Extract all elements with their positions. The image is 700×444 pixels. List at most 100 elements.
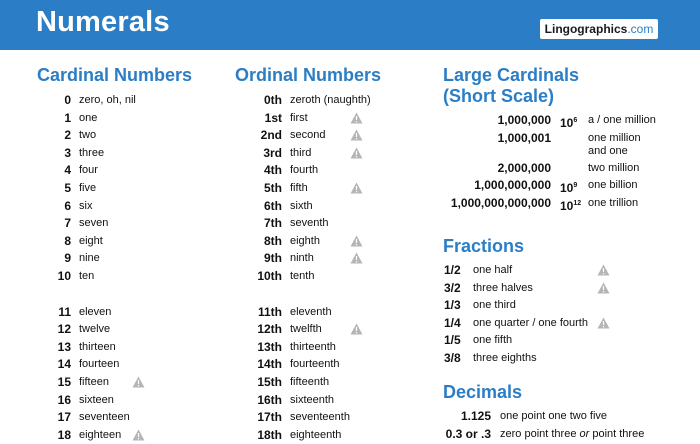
number-word: one (79, 111, 98, 124)
power-base: 10 (560, 181, 574, 195)
fractions-heading: Fractions (443, 236, 525, 256)
decimal-value: 1.125 (460, 409, 491, 423)
warning-icon (350, 252, 363, 264)
number-value: 6 (64, 198, 71, 213)
number-value: 15 (57, 375, 71, 389)
list-item: 7th seventh (240, 215, 370, 232)
decimals-heading: Decimals (443, 382, 523, 402)
list-item: 3/8 three eighths (440, 350, 700, 367)
list-item: 16 sixteen (40, 392, 160, 409)
number-word: twelfth (290, 323, 322, 336)
number-word: one trillion (588, 197, 639, 209)
list-item: 5 five (40, 180, 160, 197)
list-item: 14 fourteen (40, 356, 160, 373)
warning-icon (350, 129, 363, 141)
number-word: eighth (290, 234, 320, 247)
power-of-ten: 1012 (560, 195, 581, 215)
list-item: 1,000,000,000,000 1012 one trillion (440, 195, 700, 215)
number-word: first (290, 111, 308, 124)
large-cardinals-heading: Large Cardinals (443, 65, 580, 85)
number-value: 5 (64, 181, 71, 195)
list-item: 18 eighteen (40, 427, 160, 444)
ordinal-heading: Ordinal Numbers (235, 65, 382, 85)
number-word: fourteen (79, 358, 120, 371)
list-item: 1/4 one quarter / one fourth (440, 315, 700, 332)
number-value: 17th (257, 410, 282, 425)
number-word: seventeen (79, 411, 130, 424)
decimal-word: zero point three or point three (500, 426, 644, 443)
number-word: two million (588, 162, 640, 174)
number-word: a / one million (588, 114, 656, 126)
list-item: 9th ninth (240, 250, 370, 267)
number-word: zero, oh, nil (79, 94, 136, 106)
list-item: 4th fourth (240, 162, 370, 179)
list-item: 11 eleven (40, 304, 160, 321)
cardinal-heading: Cardinal Numbers (37, 65, 193, 85)
list-item: 1,000,000,000 109 one billion (440, 177, 700, 197)
list-item: 8 eight (40, 233, 160, 250)
number-word: six (79, 199, 93, 212)
fraction-value: 1/3 (444, 298, 461, 313)
list-item: 9 nine (40, 250, 160, 267)
number-word: fifteen (79, 376, 109, 388)
number-word: seventh (290, 217, 329, 230)
number-word: seventeenth (290, 411, 350, 424)
list-item: 1/3 one third (440, 297, 700, 314)
list-item: 8th eighth (240, 233, 370, 250)
number-word-continued: and one (588, 145, 628, 157)
number-word: two (79, 129, 97, 142)
number-value: 3rd (263, 145, 282, 160)
list-item: 3/2 three halves (440, 280, 700, 297)
decimal-word-part: point three (589, 427, 645, 440)
header-bar: Numerals Lingographics.com (0, 0, 700, 50)
number-word: eleven (79, 305, 112, 318)
power-of-ten: 109 (560, 177, 577, 197)
power-base: 10 (560, 116, 574, 130)
list-item: 17 seventeen (40, 409, 160, 426)
number-word: third (290, 146, 312, 159)
number-word: one billion (588, 179, 638, 191)
logo-text: Lingographics (544, 22, 628, 36)
list-item: 10th tenth (240, 268, 370, 285)
fraction-word: one quarter / one fourth (473, 316, 588, 329)
number-value: 17 (57, 410, 71, 425)
number-value: 4 (64, 163, 71, 178)
fraction-word: one third (473, 299, 516, 312)
fraction-word: one fifth (473, 334, 513, 347)
number-word: five (79, 182, 97, 194)
list-item: 12th twelfth (240, 321, 370, 338)
power-exponent: 9 (573, 182, 578, 189)
list-item: 15th fifteenth (240, 374, 370, 391)
list-item: 13th thirteenth (240, 339, 370, 356)
number-value: 1,000,000,000 (474, 178, 551, 192)
number-value: 13th (257, 339, 282, 354)
number-word: fourth (290, 164, 319, 177)
list-item: 4 four (40, 162, 160, 179)
list-item: 17th seventeenth (240, 409, 370, 426)
number-word: fifth (290, 182, 308, 194)
logo-domain: .com (627, 22, 654, 36)
list-item: 1,000,001 one million and one (440, 130, 700, 157)
warning-icon (597, 317, 610, 329)
number-value: 16th (257, 392, 282, 407)
fraction-value: 3/2 (444, 280, 461, 295)
list-item: 11th eleventh (240, 304, 370, 321)
list-item: 1/2 one half (440, 262, 700, 279)
warning-icon (597, 264, 610, 276)
number-word: zeroth (naughth) (290, 94, 371, 106)
power-base: 10 (560, 199, 574, 213)
number-value: 11 (58, 304, 71, 319)
number-word: fourteenth (290, 358, 340, 371)
number-word: three (79, 146, 105, 159)
number-value: 18th (257, 427, 282, 442)
fraction-value: 1/2 (444, 263, 461, 277)
number-word: eighteen (79, 428, 122, 441)
short-scale-heading: (Short Scale) (443, 86, 555, 106)
fraction-value: 1/4 (444, 315, 461, 330)
warning-icon (132, 429, 145, 441)
list-item: 3 three (40, 145, 160, 162)
warning-icon (350, 182, 363, 194)
list-item: 0.3 or .3 zero point three or point three (440, 426, 700, 443)
number-word: nine (79, 252, 100, 265)
brand-logo[interactable]: Lingographics.com (540, 19, 658, 39)
